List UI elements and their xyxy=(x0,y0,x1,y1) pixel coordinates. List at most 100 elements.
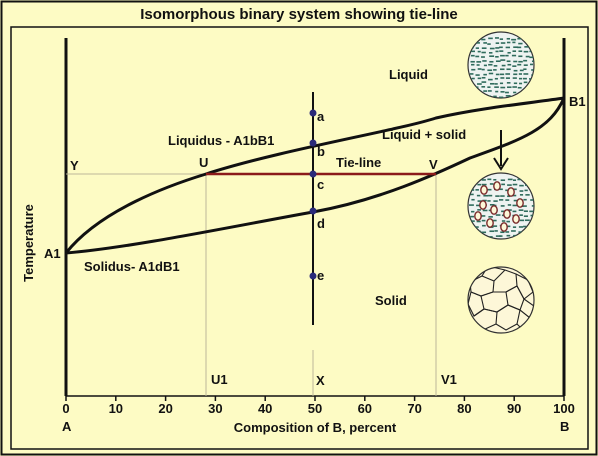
liquid-dash xyxy=(481,76,486,79)
liquid-dash xyxy=(517,46,522,49)
liquid-dash xyxy=(513,60,518,63)
liquid-dash xyxy=(518,77,523,80)
liquid-dash xyxy=(513,73,518,76)
liquid-dash xyxy=(494,77,498,80)
liquid-dash xyxy=(507,178,513,181)
liquid-dash xyxy=(525,55,530,58)
liquid-dash xyxy=(531,205,534,207)
point-c xyxy=(309,170,317,178)
solid-grain xyxy=(516,198,524,208)
liquid-dash xyxy=(476,204,481,207)
liquid-dash xyxy=(523,81,528,84)
liquid-dash xyxy=(512,86,517,88)
point-d xyxy=(309,207,317,215)
liquid-dash xyxy=(506,225,511,228)
liquid-dash xyxy=(518,60,523,63)
liquid-dash xyxy=(518,96,522,98)
liquid-dash xyxy=(476,61,482,63)
liquid-dash xyxy=(489,230,495,233)
liquid-dash xyxy=(523,215,528,218)
plot-frame xyxy=(10,26,589,450)
liquid-dash xyxy=(499,50,504,52)
liquid-dash xyxy=(512,188,517,191)
liquid-dash xyxy=(488,37,493,40)
liquid-dash xyxy=(518,42,523,45)
label-e: e xyxy=(317,268,324,283)
liquid-dash xyxy=(481,219,486,222)
liquid-dash xyxy=(470,60,475,63)
liquid-dash xyxy=(470,54,475,57)
liquid-dash xyxy=(525,194,530,196)
liquid-dash xyxy=(487,188,492,191)
x-tick-label: 20 xyxy=(158,401,172,416)
liquid-dash xyxy=(482,95,488,97)
solid-grain xyxy=(490,205,498,215)
liquidus-label: Liquidus - A1bB1 xyxy=(168,133,274,148)
liquid-dash xyxy=(488,216,493,218)
liquid-dash xyxy=(506,220,510,223)
liquid-dash xyxy=(507,51,511,54)
liquid-dash xyxy=(519,194,524,196)
liquid-dash xyxy=(495,60,501,63)
liquid-dash xyxy=(493,95,497,98)
liquid-dash xyxy=(500,77,505,79)
liquid-dash xyxy=(488,194,493,197)
liquid-dash xyxy=(482,224,486,227)
liquid-dash xyxy=(523,73,529,75)
liquid-dash xyxy=(482,60,487,62)
liquid-dash xyxy=(523,68,527,71)
liquid-dash xyxy=(471,210,475,213)
liquid-dash xyxy=(505,91,509,94)
liquid-dash xyxy=(513,46,519,48)
liquid-dash xyxy=(488,52,493,54)
liquid-dash xyxy=(506,234,511,237)
liquid-dash xyxy=(531,220,534,223)
liquid-dash xyxy=(519,69,524,72)
liquid-dash xyxy=(500,68,505,71)
liquid-dash xyxy=(475,86,479,89)
liquid-dash xyxy=(518,55,523,58)
liquid-dash xyxy=(487,69,493,72)
liquid-dash xyxy=(529,78,533,80)
liquid-dash xyxy=(501,220,506,222)
liquid-dash xyxy=(512,50,517,52)
liquid-dash xyxy=(500,86,506,89)
liquid-dash xyxy=(493,225,498,227)
liquid-dash xyxy=(524,189,528,192)
point-b xyxy=(309,139,317,147)
liquid-dash xyxy=(523,210,528,213)
liquid-dash xyxy=(523,77,527,80)
liquidus-curve xyxy=(64,96,565,254)
liquid-dash xyxy=(495,214,501,216)
liquid-dash xyxy=(505,77,510,79)
liquid-dash xyxy=(517,236,521,238)
liquid-dash xyxy=(487,200,491,202)
liquid-dash xyxy=(488,72,494,75)
liquid-dash xyxy=(517,178,522,181)
liquid-dash xyxy=(475,37,480,40)
label-c: c xyxy=(317,177,324,192)
liquid-dash xyxy=(505,199,510,201)
liquid-dash xyxy=(518,226,524,228)
liquid-dash xyxy=(495,55,499,58)
axis-end-a: A xyxy=(62,419,72,434)
liquid-dash xyxy=(487,178,492,181)
label-b: b xyxy=(317,144,325,159)
liquid-dash xyxy=(477,77,482,80)
liquid-dash xyxy=(493,219,497,222)
liquid-dash xyxy=(499,188,503,191)
liquid-dash xyxy=(476,194,481,197)
liquid-dash xyxy=(518,50,523,53)
liquid-dash xyxy=(471,77,475,80)
liquid-dash xyxy=(489,55,495,57)
liquid-dash xyxy=(475,55,480,58)
liquid-dash xyxy=(505,189,509,192)
liquid-dash xyxy=(499,96,504,98)
x-tick-label: 50 xyxy=(308,401,322,416)
liquid-dash xyxy=(531,189,534,191)
x-tick-label: 30 xyxy=(208,401,222,416)
liquid-dash xyxy=(475,96,480,98)
y-axis-title: Temperature xyxy=(21,204,36,282)
